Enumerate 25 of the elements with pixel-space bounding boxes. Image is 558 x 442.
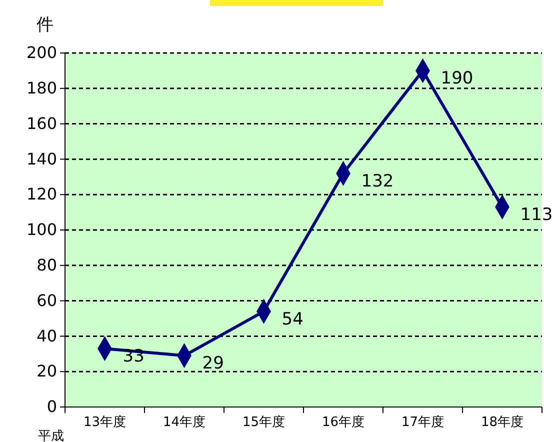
x-tick-label: 14年度: [162, 414, 206, 430]
data-label: 113: [520, 204, 553, 225]
text: 平成: [38, 429, 64, 442]
y-tick-label: 140: [26, 149, 57, 168]
y-tick-label: 100: [26, 220, 57, 240]
x-tick-label: 15年度: [242, 414, 286, 430]
y-tick-label: 20: [36, 362, 57, 381]
y-tick-label: 40: [36, 326, 57, 346]
data-label: 132: [361, 171, 394, 192]
y-tick-label: 80: [36, 256, 57, 275]
x-tick-label: 17年度: [401, 414, 444, 430]
y-tick-label: 60: [36, 290, 57, 310]
y-tick-label: 180: [26, 78, 57, 98]
x-tick-label: 18年度: [480, 414, 524, 430]
data-label: 29: [202, 354, 224, 374]
y-tick-label: 200: [26, 43, 57, 62]
data-label: 33: [122, 346, 144, 367]
x-tick-label: 13年度: [83, 414, 126, 430]
y-tick-label: 120: [26, 184, 57, 204]
y-tick-label: 0: [46, 397, 57, 416]
y-tick-label: 160: [26, 114, 57, 133]
y-axis-title: 件: [36, 15, 54, 35]
data-label: 190: [440, 68, 474, 89]
x-tick-label: 16年度: [322, 414, 365, 430]
data-label: 54: [282, 309, 304, 330]
